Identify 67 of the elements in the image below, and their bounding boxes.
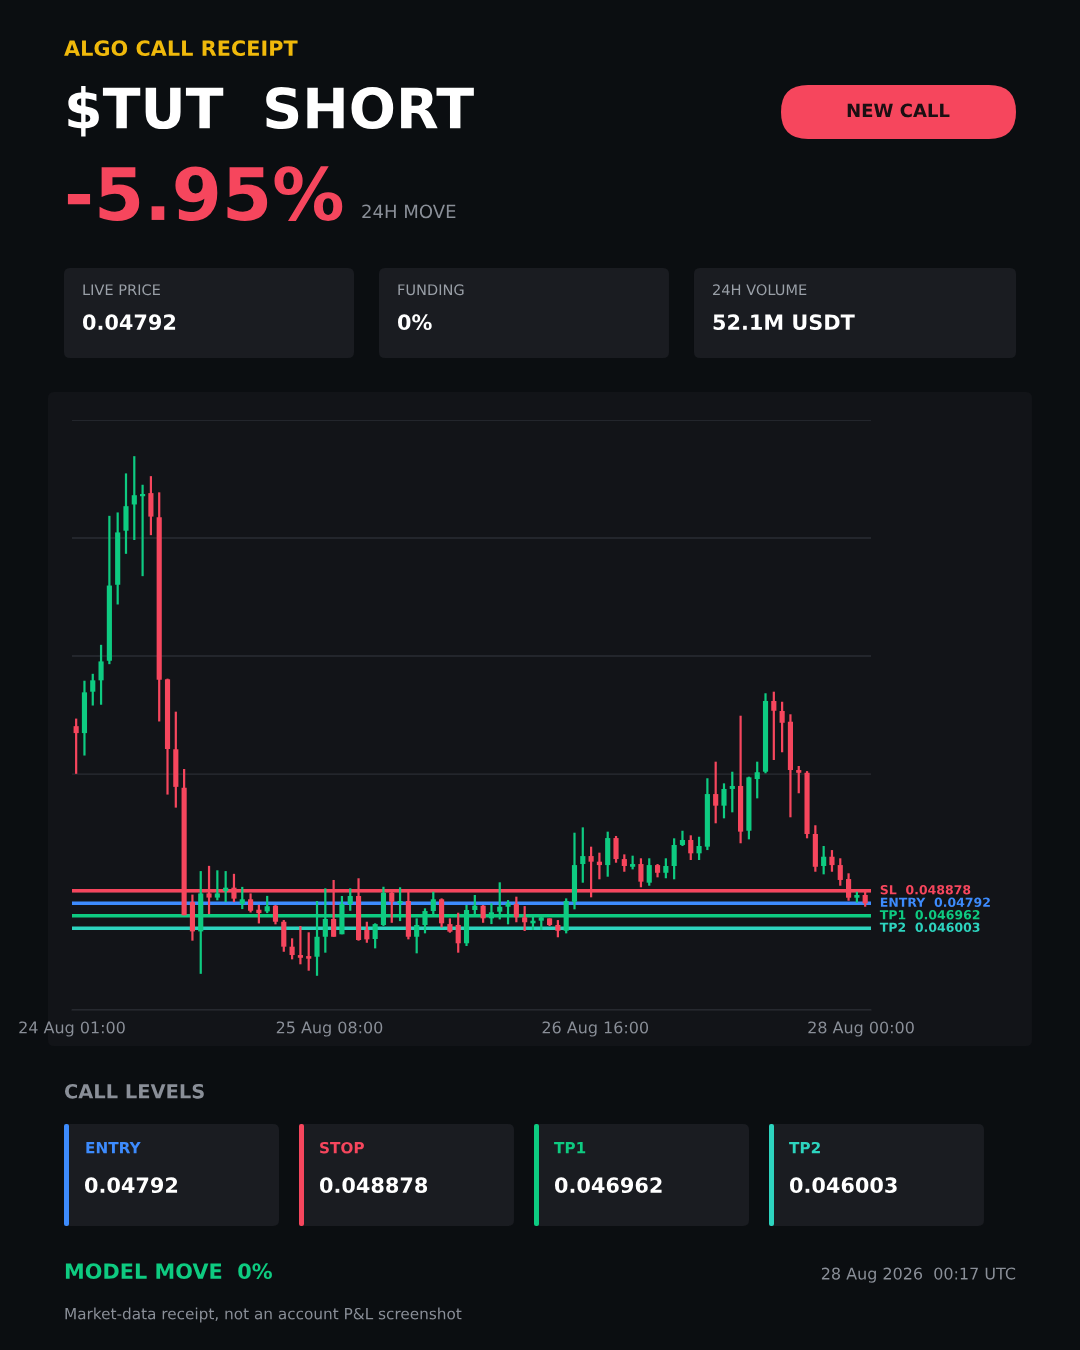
candlestick [214, 869, 220, 902]
text: 24H MOVE [362, 204, 456, 219]
candlestick [239, 885, 245, 911]
candlestick [364, 920, 370, 944]
text: 28 Aug 2026 00:17 UTC [821, 1267, 1016, 1283]
candlestick [140, 483, 146, 578]
candlestick [98, 643, 104, 706]
text: FUNDING [398, 284, 464, 296]
candlestick [796, 764, 802, 795]
candlestick [513, 895, 519, 924]
candlestick [696, 835, 702, 862]
candlestick [771, 690, 777, 762]
text: CALL LEVELS [64, 1083, 204, 1099]
candlestick [671, 837, 677, 881]
text: LIVE PRICE [83, 284, 160, 296]
candlestick [580, 826, 586, 884]
candlestick [754, 760, 760, 800]
candlestick [347, 887, 353, 912]
candlestick [289, 937, 295, 961]
candlestick [837, 857, 843, 887]
candlestick [272, 903, 279, 926]
candlestick [73, 717, 79, 775]
text: 0.04792 [83, 314, 176, 331]
text: ENTRY [86, 1142, 141, 1154]
x-tick-label: 24 Aug 01:00 [19, 1021, 125, 1037]
text: 0% [398, 314, 432, 331]
text: MODEL MOVE 0% [65, 1263, 272, 1280]
chart-title: $TUT SHORT [68, 86, 474, 137]
candlestick [779, 700, 785, 754]
candlestick [663, 857, 669, 880]
text: ALGO CALL RECEIPT [64, 40, 298, 57]
text: STOP [320, 1141, 364, 1154]
candlestick [372, 922, 378, 950]
text: 24H VOLUME [713, 284, 807, 296]
candlestick [148, 475, 154, 537]
candlestick [713, 760, 719, 825]
text: 0.046962 [555, 1177, 662, 1194]
candlestick [829, 848, 835, 873]
candlestick [613, 834, 619, 864]
ref-line-label: TP2 0.046003 [879, 922, 980, 932]
candlestick [688, 834, 694, 862]
candlestick [297, 924, 303, 966]
candlestick [90, 672, 96, 707]
candlestick [729, 770, 735, 814]
x-tick-label: 26 Aug 16:00 [542, 1021, 649, 1037]
candlestick [131, 455, 137, 542]
candlestick [721, 782, 727, 820]
text: Market-data receipt, not an account P&L screenshot [65, 1307, 462, 1323]
text: TP1 [554, 1142, 586, 1154]
text: NEW CALL [847, 103, 950, 118]
x-tick-label: 28 Aug 00:00 [808, 1021, 914, 1037]
candlestick [821, 844, 827, 876]
text: 0.04792 [85, 1177, 178, 1194]
text: 52.1M USDT [713, 314, 855, 331]
ref-line-label: TP1 0.046962 [879, 910, 980, 920]
ref-line-label: SL 0.048878 [880, 885, 971, 895]
text: -5.95% [67, 166, 343, 221]
candlestick [455, 911, 461, 954]
candlestick [646, 857, 652, 887]
text: 0.046003 [790, 1177, 897, 1194]
candlestick [638, 857, 644, 889]
candlestick [522, 904, 528, 933]
text: 0.048878 [320, 1177, 428, 1194]
x-tick-label: 25 Aug 08:00 [276, 1021, 383, 1037]
text: TP2 [789, 1141, 820, 1154]
ref-line-label: ENTRY 0.04792 [880, 897, 990, 907]
candlestick [306, 931, 312, 972]
